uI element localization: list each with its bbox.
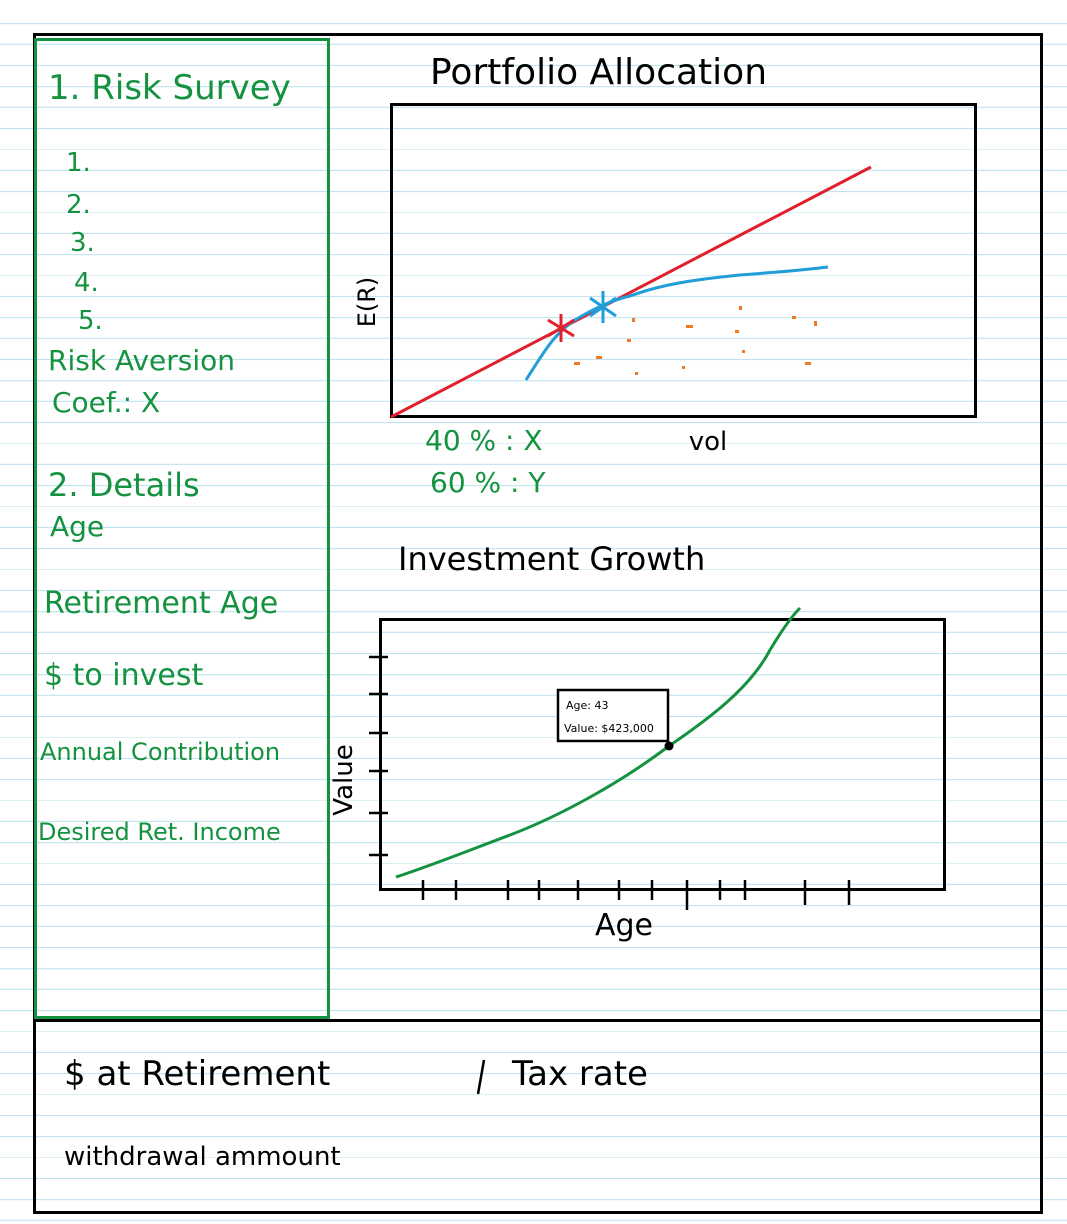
- investment-growth-title: Investment Growth: [398, 540, 706, 578]
- survey-question-5[interactable]: 5.: [78, 306, 103, 336]
- sidebar: [34, 38, 330, 1019]
- survey-question-1[interactable]: 1.: [66, 148, 91, 178]
- survey-question-4[interactable]: 4.: [74, 268, 99, 298]
- asset-point: [627, 339, 631, 342]
- capital-allocation-line: [390, 165, 872, 419]
- asset-point: [742, 350, 745, 353]
- asset-point: [805, 362, 811, 365]
- red-star-marker: [547, 314, 575, 342]
- footer-divider: [476, 1059, 486, 1095]
- amount-to-invest-field[interactable]: $ to invest: [44, 658, 204, 693]
- allocation-asset-y: 60 % : Y: [430, 466, 546, 499]
- growth-plot-frame: [379, 618, 946, 891]
- annual-contribution-field[interactable]: Annual Contribution: [40, 738, 281, 766]
- withdrawal-amount-label: withdrawal ammount: [64, 1142, 341, 1172]
- growth-curve: [395, 606, 802, 879]
- retirement-amount-label: $ at Retirement: [64, 1054, 331, 1094]
- hover-data-point[interactable]: [664, 741, 674, 751]
- portfolio-x-axis-label: vol: [689, 427, 728, 457]
- asset-point: [635, 372, 638, 375]
- data-tooltip: [556, 688, 670, 743]
- portfolio-y-axis-label: E(R): [353, 277, 381, 328]
- risk-survey-title: 1. Risk Survey: [48, 68, 291, 108]
- portfolio-plot-frame: [390, 103, 977, 418]
- asset-point: [814, 321, 817, 326]
- tooltip-age: Age: 43: [566, 699, 608, 712]
- growth-y-ticks: [369, 655, 388, 857]
- details-title: 2. Details: [48, 466, 200, 504]
- allocation-asset-x: 40 % : X: [425, 424, 543, 457]
- tooltip-value: Value: $423,000: [564, 722, 654, 735]
- footer-panel: [33, 1019, 1043, 1214]
- risk-aversion-label: Risk Aversion: [48, 344, 236, 377]
- retirement-age-field[interactable]: Retirement Age: [44, 586, 279, 621]
- desired-retirement-income-field[interactable]: Desired Ret. Income: [38, 818, 281, 846]
- survey-question-3[interactable]: 3.: [70, 228, 95, 258]
- growth-y-axis-label: Value: [329, 744, 359, 815]
- asset-point: [596, 356, 602, 359]
- age-field[interactable]: Age: [50, 510, 105, 543]
- asset-point: [574, 362, 580, 365]
- survey-question-2[interactable]: 2.: [66, 190, 91, 220]
- blue-star-marker: [589, 291, 617, 323]
- asset-point: [792, 316, 796, 319]
- asset-point: [632, 318, 635, 322]
- asset-point: [682, 366, 685, 369]
- asset-point: [735, 330, 739, 333]
- tax-rate-label: Tax rate: [512, 1054, 648, 1094]
- growth-x-axis-label: Age: [595, 908, 653, 943]
- asset-point: [686, 325, 693, 328]
- asset-scatter-points: [574, 306, 817, 375]
- portfolio-allocation-title: Portfolio Allocation: [430, 52, 768, 93]
- asset-point: [739, 306, 742, 310]
- growth-x-ticks: [421, 880, 851, 910]
- risk-aversion-coefficient: Coef.: X: [52, 386, 161, 419]
